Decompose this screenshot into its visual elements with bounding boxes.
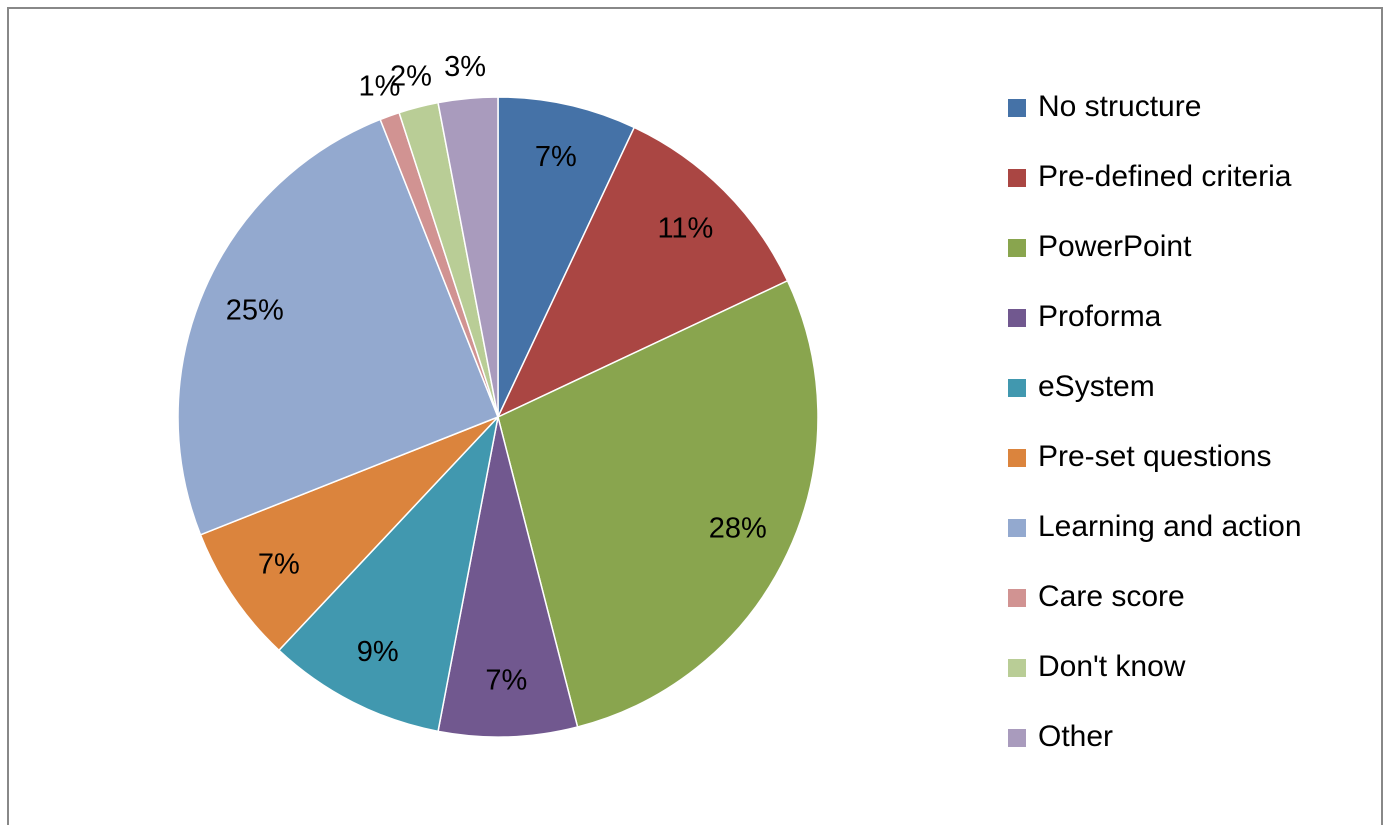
legend-label: No structure [1038, 90, 1201, 123]
legend-swatch [1008, 659, 1026, 677]
legend-swatch [1008, 589, 1026, 607]
legend-swatch [1008, 379, 1026, 397]
data-label: 7% [485, 665, 527, 697]
pie-slice [437, 96, 499, 418]
legend-swatch [1008, 169, 1026, 187]
legend-label: Care score [1038, 580, 1185, 613]
data-label: 3% [444, 51, 486, 83]
legend-swatch [1008, 309, 1026, 327]
legend-swatch [1008, 239, 1026, 257]
legend-swatch [1008, 729, 1026, 747]
legend-label: Don't know [1038, 650, 1186, 683]
pie-slice [277, 414, 500, 733]
pie-slice [497, 96, 636, 418]
pie-slice [437, 416, 579, 738]
data-label: 11% [657, 212, 713, 244]
pie-slice [199, 416, 499, 652]
legend-label: Learning and action [1038, 510, 1302, 543]
legend-label: Proforma [1038, 300, 1162, 333]
legend-swatch [1008, 449, 1026, 467]
legend-label: Pre-set questions [1038, 440, 1271, 473]
data-label: 2% [390, 61, 432, 93]
data-label: 7% [258, 549, 300, 581]
data-label: 28% [709, 512, 767, 544]
data-label: 9% [357, 636, 399, 668]
legend-swatch [1008, 99, 1026, 117]
legend-swatch [1008, 519, 1026, 537]
pie-slice [496, 126, 789, 419]
data-label: 7% [535, 141, 577, 173]
legend-label: Pre-defined criteria [1038, 160, 1292, 193]
legend-label: eSystem [1038, 370, 1155, 403]
legend-label: Other [1038, 720, 1113, 753]
data-label: 1% [358, 70, 400, 102]
legend-label: PowerPoint [1038, 230, 1192, 263]
pie-slice [497, 279, 819, 728]
data-label: 25% [226, 294, 284, 326]
pie-slice [177, 118, 499, 536]
